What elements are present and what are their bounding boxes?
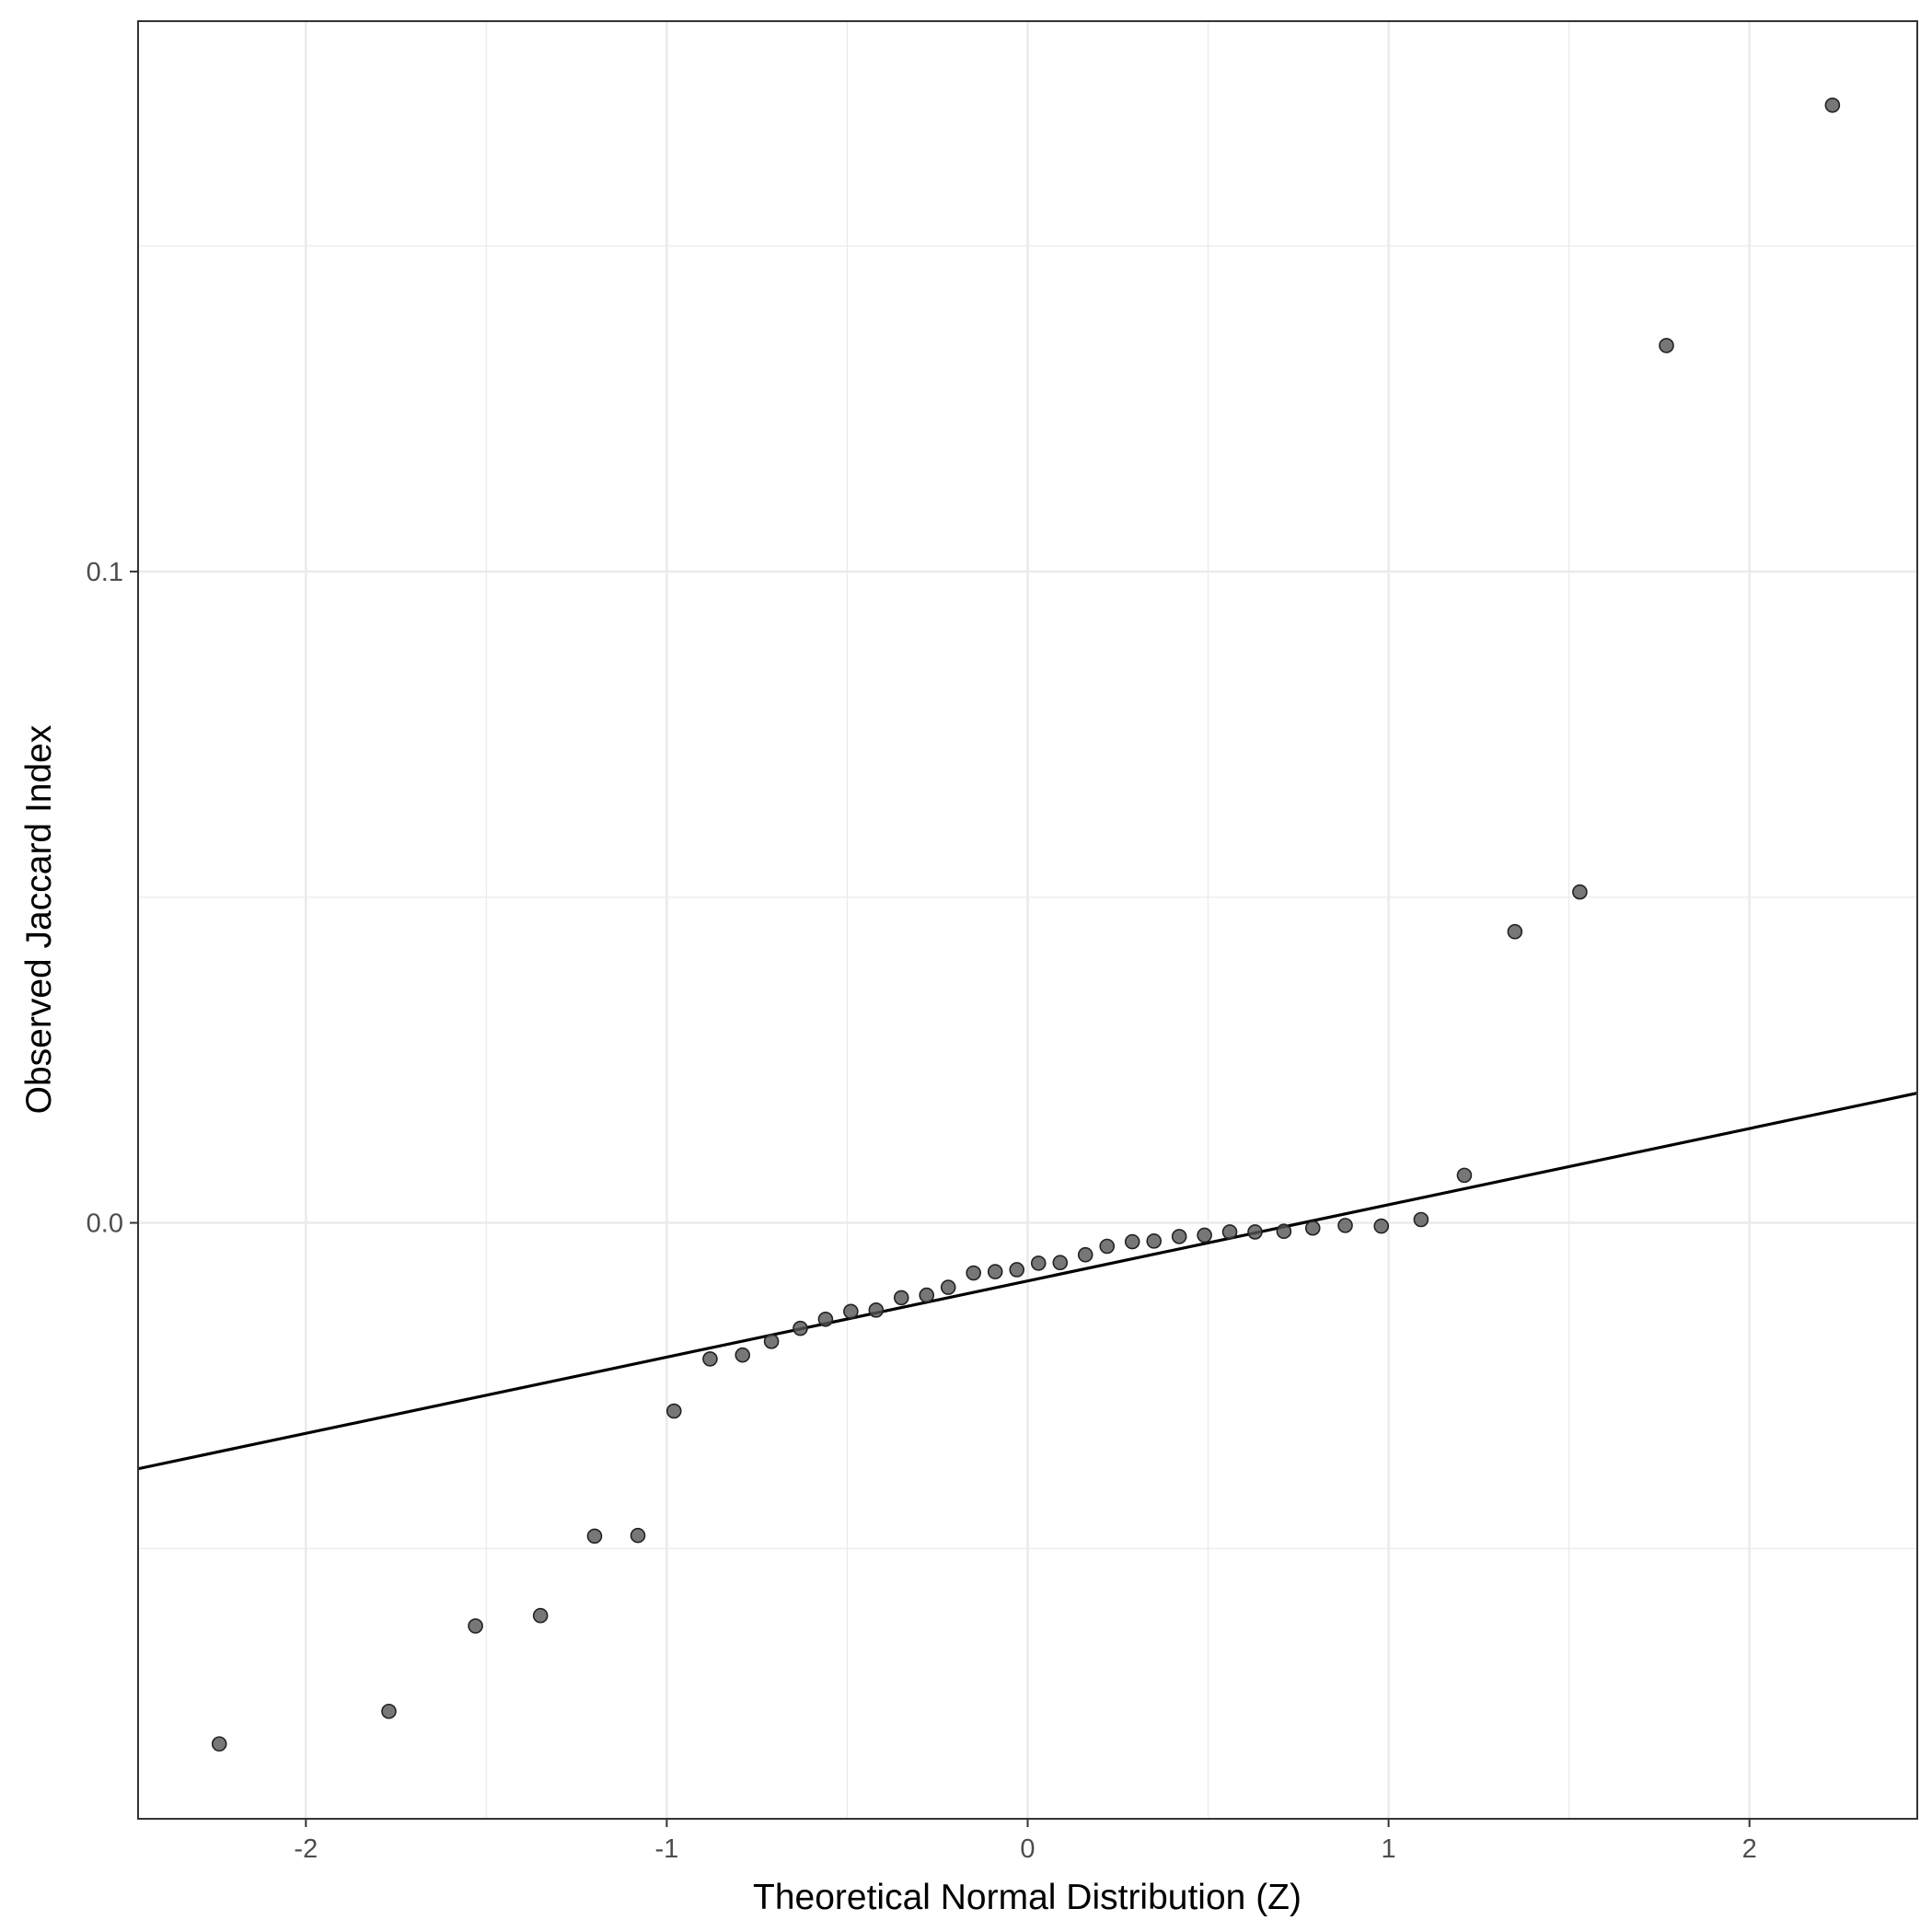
reference-line-group [138,1092,1917,1471]
data-point [1124,1233,1140,1250]
x-tick-label: 1 [1382,1834,1396,1864]
points-group [211,97,1841,1752]
data-point [735,1347,751,1363]
data-point [893,1290,909,1306]
x-tick-label: 2 [1742,1834,1757,1864]
data-point [1052,1255,1069,1271]
data-point [1247,1224,1263,1240]
data-point [1507,923,1523,940]
data-point [1659,338,1674,353]
data-point [1824,97,1841,113]
data-point [702,1351,718,1367]
data-point [868,1302,885,1318]
x-tick-label: -2 [294,1834,318,1864]
data-point [1009,1262,1025,1278]
data-point [665,1403,682,1419]
y-axis: 0.0 0.1 [87,558,138,1239]
data-point [1030,1255,1047,1271]
x-axis: -2 -1 0 1 2 [294,1819,1757,1864]
data-point [1337,1218,1353,1233]
data-point [211,1736,227,1752]
data-point [468,1618,483,1634]
data-point [1456,1167,1473,1184]
data-point [630,1527,646,1544]
y-tick-label: 0.1 [87,558,123,587]
data-point [792,1320,808,1336]
data-point [987,1264,1003,1279]
y-axis-title: Observed Jaccard Index [19,724,59,1114]
data-point [763,1334,780,1349]
data-point [843,1303,859,1320]
data-point [381,1703,397,1719]
data-point [1146,1233,1163,1249]
data-point [1099,1238,1116,1255]
data-point [1276,1223,1292,1240]
reference-line [138,1092,1917,1471]
data-point [1221,1224,1238,1240]
data-point [532,1607,549,1624]
data-point [1572,884,1588,900]
data-point [940,1279,956,1295]
data-point [1304,1220,1321,1236]
data-point [1413,1211,1429,1228]
data-point [966,1265,981,1281]
data-point [1077,1246,1093,1263]
data-point [1373,1218,1390,1234]
data-point [817,1311,834,1327]
major-gridlines [138,21,1917,1819]
data-point [1197,1227,1212,1244]
data-point [586,1528,603,1544]
data-point [919,1287,935,1303]
y-tick-label: 0.0 [87,1209,123,1239]
x-tick-label: 0 [1020,1834,1035,1864]
data-point [1171,1229,1187,1244]
x-tick-label: -1 [655,1834,679,1864]
x-axis-title: Theoretical Normal Distribution (Z) [753,1878,1301,1917]
